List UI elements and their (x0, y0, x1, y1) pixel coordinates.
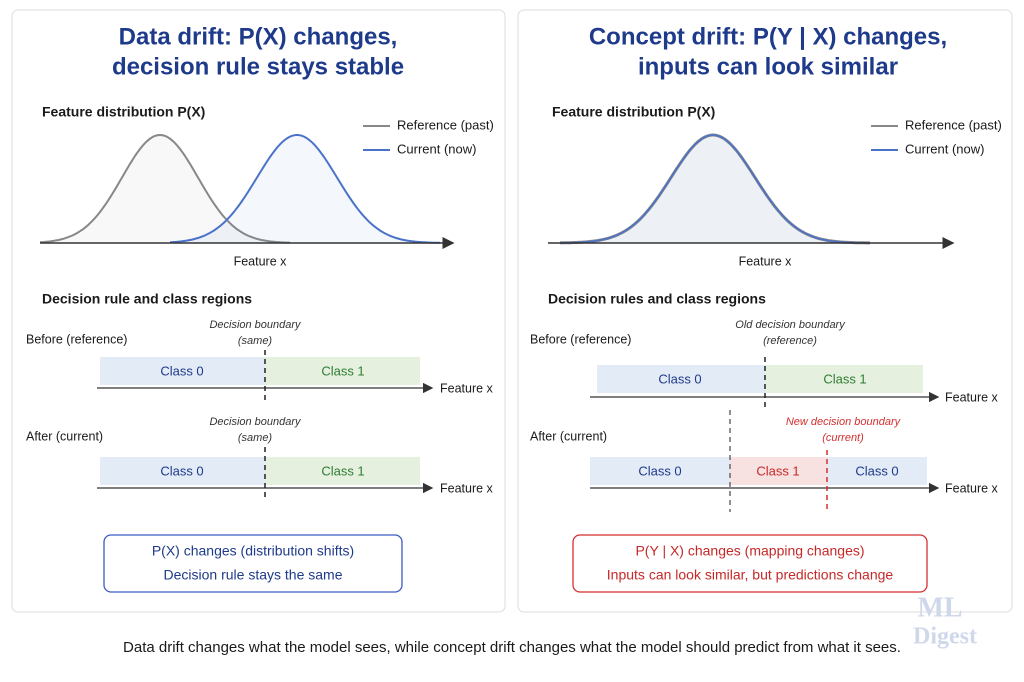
axis-label: Feature x (440, 481, 494, 495)
curve-fill (560, 135, 870, 243)
curve-fill (170, 135, 440, 243)
footer: Data drift changes what the model sees, … (123, 639, 901, 656)
row-label: Before (reference) (26, 332, 127, 346)
section-label: Feature distribution P(X) (42, 104, 205, 120)
region (100, 357, 265, 385)
title: Concept drift: P(Y | X) changes, (589, 23, 947, 50)
distribution-curve (169, 134, 440, 244)
legend-label: Reference (past) (397, 117, 494, 132)
region (765, 365, 923, 393)
region-label: Class 1 (321, 463, 364, 478)
region-label: Class 0 (855, 463, 898, 478)
region-label: Class 0 (638, 463, 681, 478)
legend-label: Current (now) (397, 141, 476, 156)
region-label: Class 0 (160, 363, 203, 378)
curve-fill (40, 135, 290, 243)
summary-text: P(Y | X) changes (mapping changes) (635, 543, 864, 559)
axis-label: Feature x (945, 481, 999, 495)
row-label: Before (reference) (530, 332, 631, 346)
distribution-curve (559, 134, 870, 244)
title: Data drift: P(X) changes, (119, 23, 398, 50)
section-label: Decision rules and class regions (548, 291, 766, 307)
region-label: Class 0 (160, 463, 203, 478)
summary-text: Decision rule stays the same (164, 567, 343, 583)
watermark: Digest (913, 624, 977, 650)
boundary-label: (reference) (763, 335, 817, 347)
title: decision rule stays stable (112, 53, 404, 80)
axis-label: Feature x (234, 254, 288, 268)
section-label: Decision rule and class regions (42, 291, 252, 307)
summary-box (103, 534, 403, 593)
boundary-label: (same) (238, 335, 273, 347)
region (265, 357, 420, 385)
summary-text: P(X) changes (distribution shifts) (152, 543, 354, 559)
region (597, 365, 765, 393)
axis-label: Feature x (739, 254, 793, 268)
row-label: After (current) (26, 429, 103, 443)
panel-right (517, 9, 1013, 613)
region-label: Class 1 (756, 463, 799, 478)
summary-box (572, 534, 928, 593)
boundary-label: Decision boundary (209, 416, 302, 428)
boundary-label: New decision boundary (786, 416, 902, 428)
distribution-curve (39, 133, 291, 244)
boundary-label: Old decision boundary (735, 319, 846, 331)
axis-label: Feature x (440, 381, 494, 395)
region (730, 457, 827, 485)
axis-label: Feature x (945, 390, 999, 404)
region (265, 457, 420, 485)
region-label: Class 1 (823, 371, 866, 386)
region (100, 457, 265, 485)
watermark: ML (917, 592, 962, 623)
panel-left (11, 9, 506, 613)
boundary-label: (current) (822, 432, 864, 444)
curve-fill (560, 135, 870, 243)
row-label: After (current) (530, 429, 607, 443)
region (590, 457, 730, 485)
region-label: Class 1 (321, 363, 364, 378)
boundary-label: (same) (238, 432, 273, 444)
legend-label: Current (now) (905, 141, 984, 156)
region (827, 457, 927, 485)
summary-text: Inputs can look similar, but predictions… (607, 567, 894, 583)
section-label: Feature distribution P(X) (552, 104, 715, 120)
legend-label: Reference (past) (905, 117, 1002, 132)
title: inputs can look similar (638, 53, 898, 80)
region-label: Class 0 (658, 371, 701, 386)
boundary-label: Decision boundary (209, 319, 302, 331)
